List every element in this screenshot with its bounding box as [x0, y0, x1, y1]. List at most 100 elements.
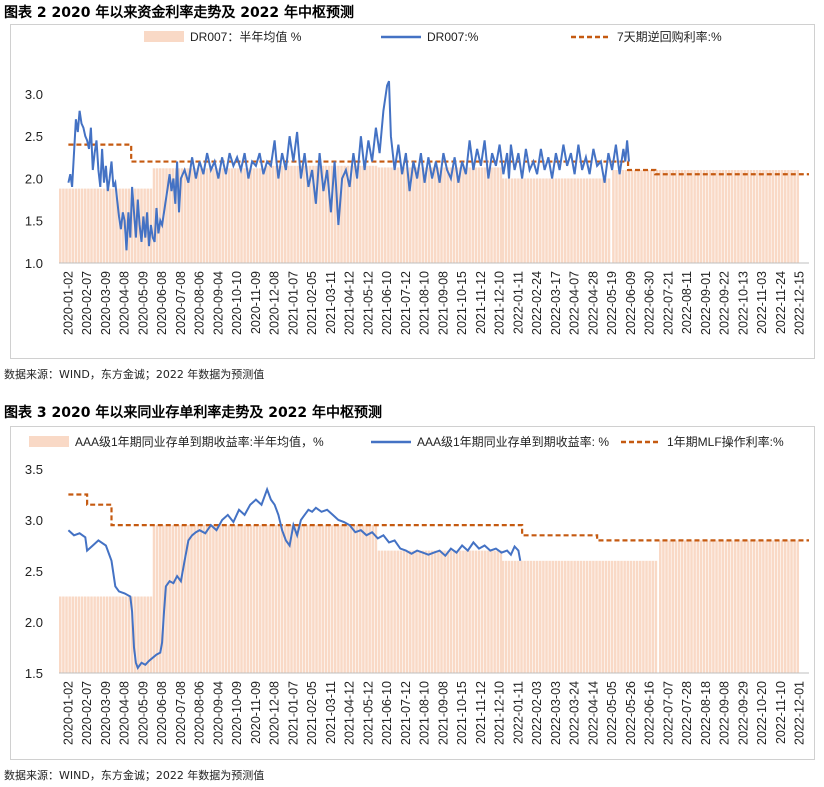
bar: [184, 168, 187, 263]
bar: [784, 540, 787, 673]
bar: [193, 168, 196, 263]
bar: [762, 540, 765, 673]
bar: [237, 168, 240, 263]
bar: [140, 596, 143, 673]
bar: [570, 178, 573, 263]
bar: [474, 550, 478, 673]
bar: [109, 188, 112, 263]
x-tick-label: 2022-09-08: [718, 681, 732, 745]
bar: [665, 170, 668, 263]
bar: [324, 165, 328, 263]
bar: [118, 596, 121, 673]
bar: [696, 170, 700, 263]
bar: [709, 170, 712, 263]
bar: [249, 168, 253, 263]
bar: [424, 167, 428, 263]
bar: [293, 525, 296, 673]
bar: [496, 167, 500, 263]
bar: [690, 540, 693, 673]
bar: [787, 540, 790, 673]
bar: [259, 168, 262, 263]
bar: [452, 167, 456, 263]
bar: [77, 188, 81, 263]
bar: [434, 550, 437, 673]
bar: [327, 525, 331, 673]
bar: [365, 165, 368, 263]
bar: [759, 170, 762, 263]
x-tick-label: 2021-07-12: [399, 681, 413, 745]
bar: [551, 560, 555, 673]
bar: [755, 170, 759, 263]
bar: [377, 550, 381, 673]
bar: [190, 168, 193, 263]
bar: [252, 525, 256, 673]
bar: [607, 178, 611, 263]
bar: [343, 525, 346, 673]
chart-box: DR007：半年均值 % DR007:% 7天期逆回购利率:% 1.0 1.5 2.0 2.…: [10, 24, 815, 359]
policy-rate-line: [68, 143, 809, 176]
bar: [62, 188, 65, 263]
bar: [59, 188, 62, 263]
legend-label: 7天期逆回购利率:%: [617, 29, 722, 44]
bar: [168, 525, 171, 673]
bar: [493, 550, 496, 673]
bar: [105, 596, 109, 673]
bar: [59, 596, 62, 673]
bar: [705, 540, 709, 673]
bar: [330, 525, 334, 673]
x-tick-label: 2021-11-12: [474, 271, 488, 334]
bar: [402, 550, 406, 673]
bar: [309, 165, 312, 263]
x-tick-label: 2022-09-01: [699, 271, 713, 335]
bar: [752, 540, 756, 673]
x-tick-label: 2022-05-26: [624, 681, 638, 745]
bar: [121, 188, 125, 263]
bar: [793, 170, 796, 263]
bar: [399, 550, 403, 673]
bar: [384, 167, 387, 263]
bar: [624, 170, 628, 263]
bar: [352, 165, 356, 263]
bar: [455, 550, 459, 673]
bar: [77, 596, 81, 673]
bar: [740, 540, 743, 673]
x-tick-label: 2021-12-10: [493, 271, 507, 335]
legend-swatch-bar: [29, 436, 69, 447]
bar: [507, 178, 511, 263]
bar: [205, 525, 209, 673]
x-tick-label: 2020-11-09: [249, 681, 263, 744]
x-tick-label: 2022-09-29: [736, 681, 750, 745]
bar: [443, 167, 446, 263]
bar: [480, 167, 484, 263]
bar: [545, 178, 548, 263]
bar: [265, 165, 268, 263]
x-tick-label: 2020-09-04: [211, 681, 225, 745]
bar: [115, 596, 118, 673]
bar: [752, 170, 756, 263]
bar: [165, 168, 168, 263]
bar: [765, 540, 768, 673]
bar: [234, 525, 237, 673]
x-tick-label: 2022-07-28: [680, 681, 694, 745]
bar: [471, 550, 475, 673]
bar: [90, 596, 93, 673]
bar: [355, 525, 359, 673]
bar: [430, 167, 434, 263]
bar: [696, 540, 700, 673]
x-tick-label: 2022-03-03: [549, 681, 563, 745]
bar: [302, 165, 306, 263]
bar: [746, 170, 750, 263]
x-tick-label: 2022-04-28: [586, 271, 600, 335]
bar: [271, 525, 275, 673]
bar: [610, 560, 614, 673]
x-tick-label: 2022-03-17: [549, 271, 563, 335]
bar: [693, 540, 696, 673]
bar: [202, 168, 206, 263]
bar: [517, 560, 520, 673]
bar: [334, 525, 337, 673]
x-tick-label: 2022-05-05: [605, 681, 619, 745]
bar: [109, 596, 112, 673]
bar: [595, 178, 598, 263]
legend-label: AAA级1年期同业存单到期收益率: %: [417, 434, 609, 449]
bar: [309, 525, 312, 673]
